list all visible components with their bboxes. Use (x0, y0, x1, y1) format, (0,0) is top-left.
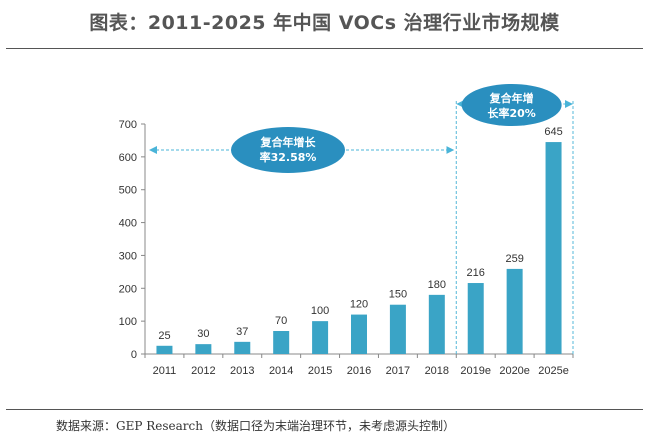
bar (467, 283, 484, 354)
x-tick-label: 2018 (425, 365, 449, 377)
bar (506, 268, 523, 354)
forecast-growth-bubble-text: 长率20% (487, 106, 535, 120)
data-label: 30 (197, 328, 209, 340)
source-note: 数据来源：GEP Research（数据口径为末端治理环节，未考虑源头控制） (56, 419, 455, 433)
growth-bubble-text: 复合年增长 (260, 135, 317, 149)
x-tick-label: 2012 (191, 365, 215, 377)
chart-axes: 0 100 200 300 400 500 600 700 2011 2012 2013 2014 20… (119, 119, 574, 377)
data-label: 180 (428, 279, 446, 291)
data-label: 259 (505, 253, 523, 265)
title-divider (6, 48, 643, 49)
bar-chart: 0 100 200 300 400 500 600 700 2011 2012 2013 2014 20… (119, 84, 574, 377)
data-label: 645 (544, 126, 562, 138)
x-tick-label: 2014 (269, 365, 293, 377)
bar (312, 321, 329, 354)
data-label: 100 (311, 305, 329, 317)
y-tick-label: 600 (119, 152, 137, 164)
data-label: 120 (350, 299, 368, 311)
x-tick-label: 2020e (499, 365, 530, 377)
x-tick-label: 2016 (347, 365, 371, 377)
page-title: 图表：2011-2025 年中国 VOCs 治理行业市场规模 (89, 12, 560, 34)
bar (273, 331, 290, 354)
y-tick-label: 500 (119, 185, 137, 197)
data-label: 216 (467, 267, 485, 279)
growth-bubble (231, 127, 345, 173)
chart-bars: 25 30 37 70 100 120 150 180 216 259 645 (156, 126, 563, 354)
x-tick-label: 2019e (460, 365, 491, 377)
y-tick-label: 0 (131, 349, 137, 361)
bar (351, 314, 367, 354)
y-tick-label: 700 (119, 119, 137, 131)
y-tick-label: 200 (119, 283, 137, 295)
x-tick-label: 2013 (230, 365, 254, 377)
x-tick-label: 2025e (538, 365, 569, 377)
bar (234, 341, 251, 354)
data-label: 150 (389, 289, 407, 301)
bar (156, 345, 173, 354)
y-tick-label: 300 (119, 250, 137, 262)
y-tick-label: 400 (119, 218, 137, 230)
x-tick-label: 2017 (386, 365, 410, 377)
data-label: 25 (158, 330, 170, 342)
bar (428, 294, 445, 354)
forecast-growth-bubble (461, 84, 562, 126)
x-tick-label: 2011 (153, 365, 177, 377)
y-tick-label: 100 (119, 316, 137, 328)
footer-divider (6, 409, 643, 410)
forecast-growth-bubble-text: 复合年增 (489, 91, 534, 105)
bar (545, 142, 562, 354)
data-label: 37 (236, 326, 248, 338)
data-label: 70 (275, 315, 287, 327)
x-tick-label: 2015 (308, 365, 332, 377)
bar (195, 344, 212, 354)
bar (389, 304, 406, 354)
growth-bubble-text: 率32.58% (260, 150, 317, 164)
